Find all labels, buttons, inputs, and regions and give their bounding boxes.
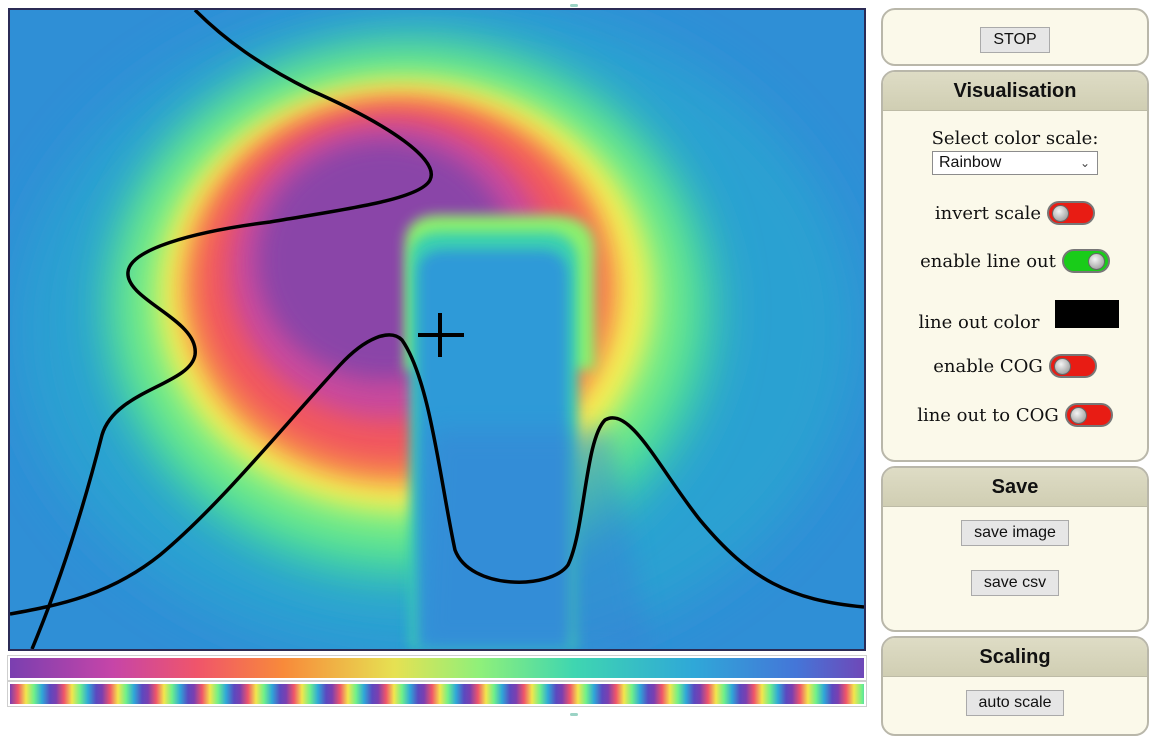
vertical-lineout (30, 10, 433, 649)
stop-button[interactable]: STOP (980, 27, 1050, 53)
line-out-color-label: line out color (918, 311, 1040, 333)
scaling-title: Scaling (883, 638, 1147, 677)
toggle-knob (1069, 407, 1087, 424)
resize-handle-bottom[interactable] (570, 713, 578, 716)
toggle-knob (1052, 205, 1070, 222)
save-image-button[interactable]: save image (961, 520, 1069, 546)
auto-scale-button[interactable]: auto scale (965, 690, 1065, 716)
cog-label: enable COG (933, 355, 1043, 377)
line-out-label: enable line out (920, 250, 1056, 272)
line-out-toggle[interactable] (1061, 249, 1110, 273)
toggle-knob (1053, 358, 1071, 375)
save-title: Save (883, 468, 1147, 507)
invert-scale-toggle[interactable] (1047, 201, 1096, 225)
crosshair-icon (418, 313, 464, 357)
visualisation-panel: Visualisation Select color scale: Rainbo… (881, 70, 1149, 462)
save-csv-button[interactable]: save csv (970, 570, 1060, 596)
visualisation-title: Visualisation (883, 72, 1147, 111)
beam-image (10, 10, 864, 649)
color-scale-value: Rainbow (939, 154, 1002, 171)
save-panel: Save save image save csv (881, 466, 1149, 632)
resize-handle-top[interactable] (570, 4, 578, 7)
toggle-knob (1087, 253, 1105, 270)
camera-image-view[interactable] (8, 8, 866, 651)
line-out-cog-toggle[interactable] (1064, 403, 1113, 427)
color-scale-bar (7, 655, 867, 681)
color-scale-bar-repeated (7, 681, 867, 707)
color-scale-label: Select color scale: (931, 127, 1099, 149)
color-scale-select[interactable]: Rainbow ⌄ (932, 151, 1098, 175)
horizontal-lineout (10, 333, 864, 616)
invert-scale-label: invert scale (934, 202, 1042, 224)
scaling-panel: Scaling auto scale (881, 636, 1149, 736)
control-panel: STOP (881, 8, 1149, 66)
line-out-color-picker[interactable] (1055, 300, 1120, 328)
line-out-cog-label: line out to COG (917, 404, 1059, 426)
cog-toggle[interactable] (1048, 354, 1097, 378)
chevron-down-icon: ⌄ (1079, 156, 1090, 170)
